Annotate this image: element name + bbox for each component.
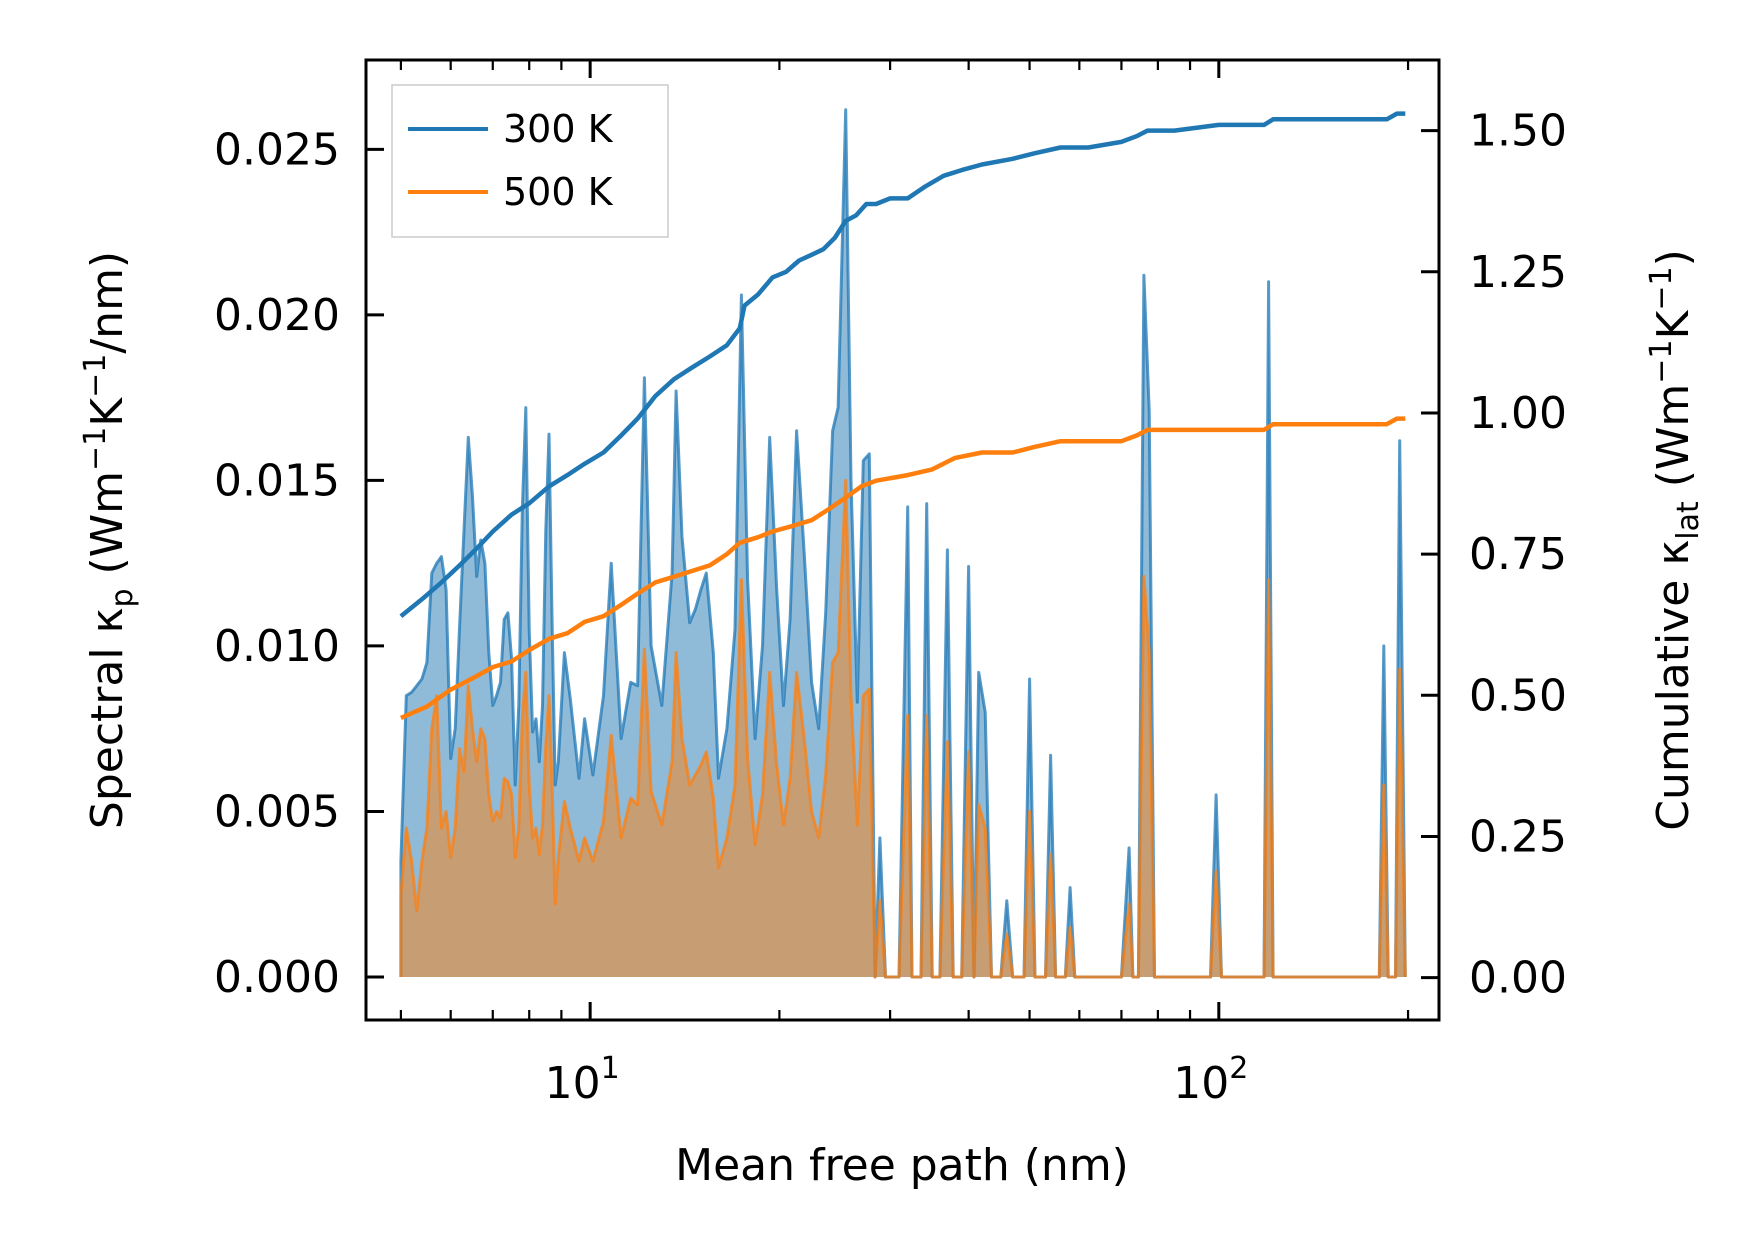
y-right-tick-label: 0.75 xyxy=(1469,529,1567,580)
spectral-area-300k xyxy=(400,109,1406,977)
legend-box xyxy=(391,84,669,238)
y-left-tick-label: 0.025 xyxy=(214,124,340,175)
ticks: 0.000 0.005 0.010 0.015 0.020 0.025 0.00 0.25 0.… xyxy=(214,60,1567,1109)
y-right-tick-label: 1.00 xyxy=(1469,388,1567,439)
cumulative-line-500k xyxy=(400,416,1406,720)
y-axis-right-title: Cumulative κlat (Wm−1K−1) xyxy=(1644,249,1706,831)
y-axis-left-title: Spectral κp (Wm−1K−1/nm) xyxy=(78,251,140,829)
plot-area xyxy=(399,108,1407,979)
x-axis-title: Mean free path (nm) xyxy=(675,1140,1129,1191)
y-right-tick-label: 0.50 xyxy=(1469,670,1567,721)
cumulative-line-300k xyxy=(399,111,1406,618)
spectral-area-500k xyxy=(400,480,1406,977)
y-right-tick-label: 1.25 xyxy=(1469,247,1567,298)
plot-frame xyxy=(364,58,1441,1022)
y-left-tick-label: 0.010 xyxy=(214,621,340,672)
spectral-line-500k xyxy=(399,478,1407,979)
y-right-tick-label: 0.00 xyxy=(1469,953,1567,1004)
x-tick-label: 102 xyxy=(1173,1051,1248,1109)
legend: 300 K 500 K xyxy=(391,84,669,238)
y-left-tick-label: 0.020 xyxy=(214,290,340,341)
legend-label-300k: 300 K xyxy=(503,107,614,151)
y-right-tick-label: 0.25 xyxy=(1469,811,1567,862)
y-right-tick-label: 1.50 xyxy=(1469,106,1567,157)
y-left-tick-label: 0.000 xyxy=(214,952,340,1003)
x-tick-label: 101 xyxy=(545,1051,620,1109)
y-left-tick-label: 0.015 xyxy=(214,455,340,506)
legend-label-500k: 500 K xyxy=(503,170,614,214)
y-left-tick-label: 0.005 xyxy=(214,786,340,837)
